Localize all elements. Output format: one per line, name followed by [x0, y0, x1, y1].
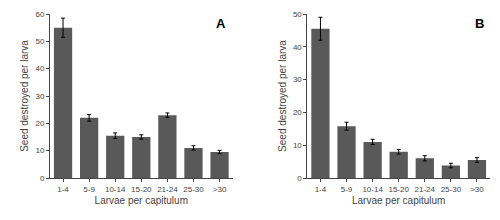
svg-text:Seed destroyed per larva: Seed destroyed per larva [19, 40, 30, 152]
svg-text:20: 20 [293, 108, 302, 117]
svg-text:0: 0 [297, 174, 302, 183]
svg-text:15-20: 15-20 [388, 185, 409, 194]
svg-text:40: 40 [35, 64, 44, 73]
svg-text:15-20: 15-20 [131, 185, 152, 194]
svg-text:25-30: 25-30 [183, 185, 204, 194]
svg-text:Larvae per capitulum: Larvae per capitulum [95, 195, 188, 206]
svg-text:21-24: 21-24 [415, 185, 436, 194]
svg-text:10-14: 10-14 [105, 185, 126, 194]
svg-text:10-14: 10-14 [362, 185, 383, 194]
svg-text:25-30: 25-30 [441, 185, 462, 194]
svg-text:1-4: 1-4 [315, 185, 327, 194]
svg-text:21-24: 21-24 [157, 185, 178, 194]
svg-text:Larvae per capitulum: Larvae per capitulum [352, 195, 445, 206]
svg-text:30: 30 [293, 75, 302, 84]
svg-text:50: 50 [293, 10, 302, 19]
svg-text:50: 50 [35, 37, 44, 46]
svg-text:5-9: 5-9 [83, 185, 95, 194]
svg-text:A: A [216, 16, 226, 31]
svg-text:0: 0 [40, 174, 45, 183]
svg-text:10: 10 [293, 141, 302, 150]
svg-text:Seed destroyed per larva: Seed destroyed per larva [277, 40, 288, 152]
svg-text:10: 10 [35, 146, 44, 155]
svg-text:40: 40 [293, 43, 302, 52]
svg-text:>30: >30 [213, 185, 227, 194]
svg-text:5-9: 5-9 [341, 185, 353, 194]
svg-text:B: B [475, 16, 484, 31]
svg-text:1-4: 1-4 [57, 185, 69, 194]
svg-text:20: 20 [35, 119, 44, 128]
svg-text:>30: >30 [470, 185, 484, 194]
svg-text:30: 30 [35, 92, 44, 101]
svg-text:60: 60 [35, 10, 44, 19]
